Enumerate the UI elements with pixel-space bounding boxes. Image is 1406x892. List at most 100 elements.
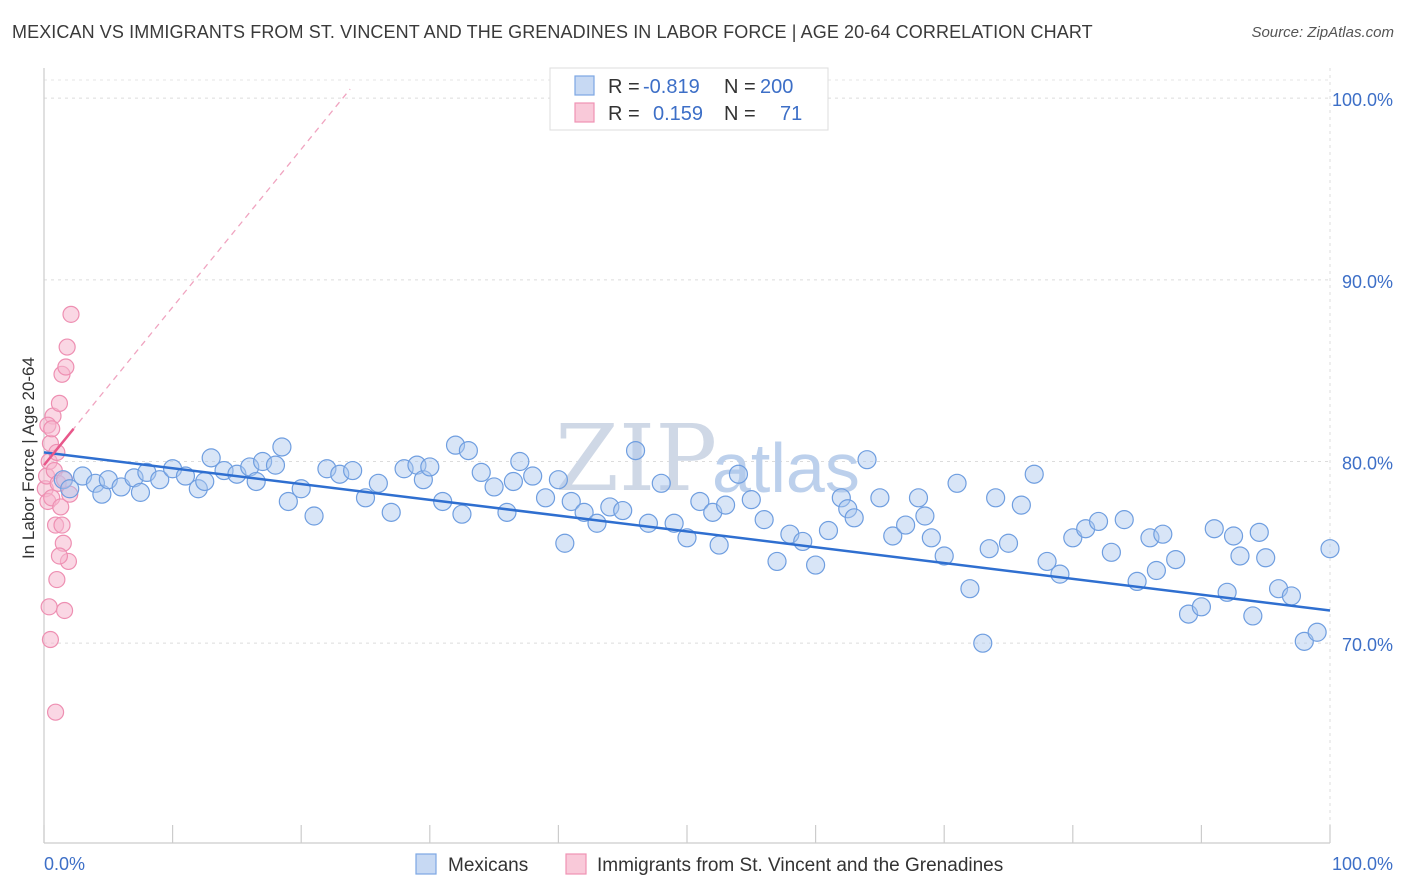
y-tick-labels: 70.0% 80.0% 90.0% 100.0% (1332, 90, 1393, 655)
blue-point (394, 459, 414, 479)
blue-point (420, 457, 440, 477)
y-tick-label: 90.0% (1342, 272, 1393, 292)
blue-point (130, 482, 151, 502)
blue-point (979, 539, 999, 559)
blue-point (1307, 622, 1327, 642)
blue-point (246, 471, 266, 492)
legend-swatch-blue (574, 75, 595, 96)
blue-point (908, 488, 929, 508)
blue-point (60, 479, 80, 499)
blue-point (484, 477, 504, 497)
legend-n-value-1: 200 (760, 76, 793, 98)
blue-point (265, 455, 286, 475)
y-tick-label: 100.0% (1332, 90, 1393, 110)
blue-point (767, 551, 787, 572)
blue-point (1256, 548, 1276, 568)
blue-point (857, 450, 877, 470)
top-legend: R = -0.819 N = 200 R = 0.159 N = 71 (549, 67, 829, 131)
watermark-zip: ZIP (555, 405, 717, 512)
blue-point (574, 502, 594, 522)
blue-point (523, 466, 543, 486)
blue-point (253, 451, 273, 472)
grid-lines (44, 68, 1331, 843)
blue-point (677, 528, 697, 548)
blue-point (458, 441, 478, 461)
blue-point (973, 633, 993, 653)
y-tick-label: 80.0% (1342, 454, 1393, 474)
blue-point (793, 531, 813, 552)
blue-point (278, 491, 298, 512)
blue-point (600, 497, 620, 517)
blue-point (1166, 549, 1186, 570)
blue-point (831, 488, 851, 508)
blue-point (1088, 511, 1109, 532)
y-tick-label: 70.0% (1342, 635, 1393, 655)
blue-point (1153, 524, 1173, 544)
blue-point (728, 464, 749, 484)
blue-point (497, 502, 517, 522)
pink-point (40, 598, 58, 616)
y-axis-title: In Labor Force | Age 20-64 (19, 357, 38, 559)
blue-point (818, 520, 839, 541)
pink-point (43, 420, 61, 438)
blue-point (986, 488, 1006, 508)
legend-r-value-1: -0.819 (643, 76, 700, 98)
pink-point (57, 358, 75, 376)
pink-point (58, 338, 76, 356)
blue-point (998, 533, 1019, 553)
blue-point (625, 441, 646, 461)
blue-point (715, 495, 736, 515)
blue-point (1146, 560, 1166, 581)
blue-series-points (53, 435, 1340, 653)
blue-point (1011, 495, 1031, 515)
bottom-legend-swatch-pink (565, 853, 587, 875)
blue-point (651, 473, 671, 493)
pink-point (53, 516, 71, 534)
blue-point (947, 473, 967, 493)
blue-trend-line (43, 451, 1331, 612)
pink-trend-line (43, 428, 75, 466)
blue-point (1223, 526, 1244, 546)
blue-point (510, 451, 530, 472)
legend-r-label-1: R = (608, 76, 640, 98)
pink-point (41, 630, 60, 649)
blue-point (150, 470, 170, 490)
blue-point (561, 491, 581, 512)
blue-point (1050, 564, 1070, 584)
blue-point (381, 502, 401, 522)
blue-point (368, 473, 388, 493)
chart-title: MEXICAN VS IMMIGRANTS FROM ST. VINCENT A… (12, 22, 1093, 42)
blue-point (754, 510, 774, 530)
blue-point (201, 448, 221, 468)
legend-r-label-2: R = (608, 103, 640, 125)
blue-point (1320, 539, 1340, 559)
legend-n-label-2: N = (724, 103, 756, 125)
blue-point (1114, 510, 1134, 530)
blue-point (805, 555, 826, 575)
blue-point (1230, 546, 1250, 566)
bottom-legend-label-immigrants: Immigrants from St. Vincent and the Gren… (597, 855, 1003, 876)
pink-point (52, 498, 70, 516)
blue-point (272, 437, 292, 457)
blue-point (960, 579, 980, 599)
blue-point (1191, 597, 1212, 617)
pink-point (48, 570, 66, 589)
watermark-atlas: atlas (712, 429, 860, 507)
bottom-legend-swatch-blue (415, 853, 437, 875)
blue-point (690, 491, 710, 512)
blue-point (535, 488, 556, 508)
blue-point (613, 500, 633, 521)
x-tick-label-min: 0.0% (44, 854, 85, 874)
blue-point (844, 508, 864, 528)
blue-point (741, 490, 761, 510)
blue-point (452, 504, 472, 524)
blue-point (330, 464, 350, 484)
blue-point (587, 513, 607, 533)
pink-point (62, 305, 80, 323)
blue-point (638, 513, 659, 533)
blue-point (870, 488, 890, 508)
blue-point (934, 546, 954, 566)
pink-point (55, 601, 74, 620)
blue-point (915, 506, 935, 526)
